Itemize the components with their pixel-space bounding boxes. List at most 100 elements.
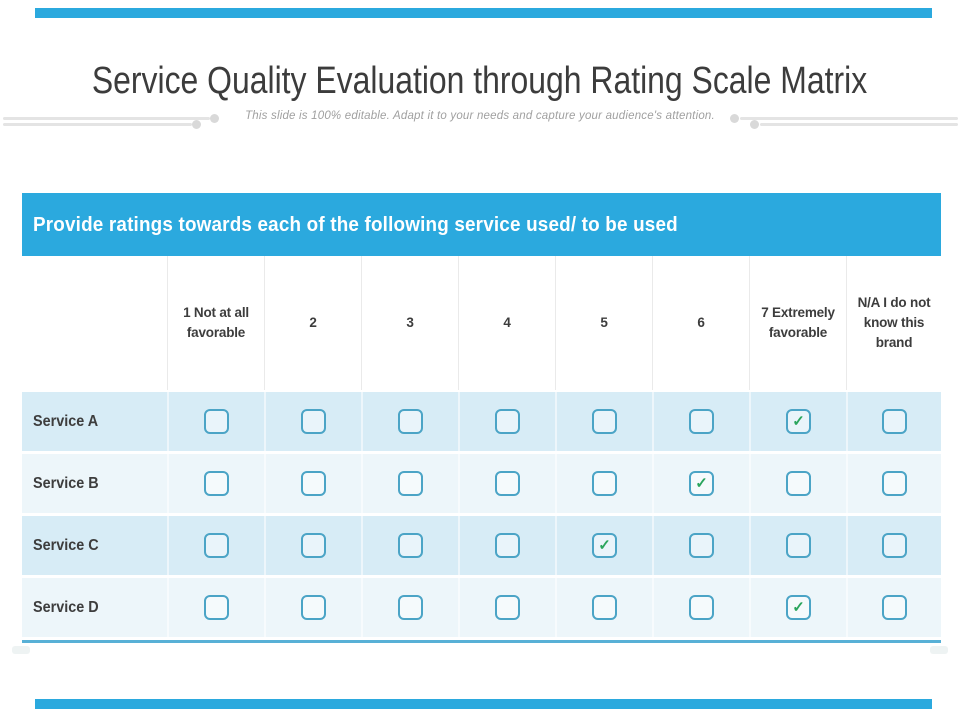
column-header: 6 [652,256,749,390]
decoration-dot [210,114,219,123]
row-label-text: Service B [33,474,99,492]
decoration-lines-right [730,113,960,129]
rating-checkbox[interactable]: ✓ [592,409,617,434]
rating-cell: ✓ [652,516,749,575]
rating-checkbox[interactable]: ✓ [689,471,714,496]
column-header: 2 [264,256,361,390]
decoration-dot [192,120,201,129]
decoration-line [3,123,192,126]
rating-checkbox[interactable]: ✓ [495,595,520,620]
rating-cell: ✓ [555,516,652,575]
rating-checkbox[interactable]: ✓ [204,595,229,620]
column-header: 5 [555,256,652,390]
row-label: Service C [22,516,167,575]
rating-checkbox[interactable]: ✓ [301,471,326,496]
decoration-dot [730,114,739,123]
table-row: Service B ✓ ✓ ✓ ✓ ✓ ✓ ✓ ✓ [22,454,941,513]
row-label-text: Service D [33,598,99,616]
corner-cell [22,256,167,390]
rating-cell: ✓ [458,454,555,513]
slide-subtitle: This slide is 100% editable. Adapt it to… [245,110,715,122]
page-title-wrap: Service Quality Evaluation through Ratin… [0,60,960,103]
rating-cell: ✓ [458,578,555,637]
decoration-line [760,123,958,126]
rating-cell: ✓ [555,392,652,451]
check-icon: ✓ [695,475,708,492]
rating-checkbox[interactable]: ✓ [786,409,811,434]
corner-mark-right [930,646,948,654]
rating-checkbox[interactable]: ✓ [882,471,907,496]
rating-cell: ✓ [264,454,361,513]
rating-checkbox[interactable]: ✓ [689,533,714,558]
rating-cell: ✓ [167,392,264,451]
rating-cell: ✓ [749,392,846,451]
table-row: Service C ✓ ✓ ✓ ✓ ✓ ✓ ✓ ✓ [22,516,941,575]
rating-checkbox[interactable]: ✓ [301,533,326,558]
rating-cell: ✓ [846,454,941,513]
rating-checkbox[interactable]: ✓ [301,409,326,434]
rating-checkbox[interactable]: ✓ [882,533,907,558]
rating-checkbox[interactable]: ✓ [495,533,520,558]
top-accent-bar [35,8,932,18]
table-body: Service A✓✓✓✓✓✓✓✓Service B✓✓✓✓✓✓✓✓Servic… [22,390,941,637]
rating-cell: ✓ [361,516,458,575]
rating-checkbox[interactable]: ✓ [592,471,617,496]
rating-checkbox[interactable]: ✓ [398,471,423,496]
rating-checkbox[interactable]: ✓ [786,595,811,620]
rating-checkbox[interactable]: ✓ [786,533,811,558]
row-label: Service B [22,454,167,513]
rating-cell: ✓ [264,578,361,637]
rating-cell: ✓ [167,578,264,637]
row-label: Service A [22,392,167,451]
rating-checkbox[interactable]: ✓ [204,533,229,558]
rating-cell: ✓ [749,454,846,513]
rating-cell: ✓ [458,516,555,575]
decoration-lines-left [0,113,230,129]
rating-cell: ✓ [652,578,749,637]
rating-cell: ✓ [749,578,846,637]
rating-checkbox[interactable]: ✓ [204,471,229,496]
check-icon: ✓ [792,599,805,616]
check-icon: ✓ [598,537,611,554]
rating-cell: ✓ [652,454,749,513]
rating-cell: ✓ [361,578,458,637]
check-icon: ✓ [792,413,805,430]
rating-cell: ✓ [846,392,941,451]
rating-cell: ✓ [846,578,941,637]
table-banner: Provide ratings towards each of the foll… [22,193,941,256]
row-label: Service D [22,578,167,637]
rating-checkbox[interactable]: ✓ [495,471,520,496]
rating-checkbox[interactable]: ✓ [592,533,617,558]
rating-checkbox[interactable]: ✓ [689,409,714,434]
bottom-accent-bar [35,699,932,709]
table-row: Service D ✓ ✓ ✓ ✓ ✓ ✓ ✓ ✓ [22,578,941,637]
rating-checkbox[interactable]: ✓ [495,409,520,434]
rating-cell: ✓ [167,516,264,575]
rating-cell: ✓ [361,454,458,513]
page-title: Service Quality Evaluation through Ratin… [92,60,868,102]
rating-cell: ✓ [652,392,749,451]
column-header: 3 [361,256,458,390]
column-header: 4 [458,256,555,390]
decoration-dot [750,120,759,129]
decoration-line [3,117,210,120]
rating-checkbox[interactable]: ✓ [398,533,423,558]
ratings-table: Provide ratings towards each of the foll… [22,193,941,643]
rating-cell: ✓ [361,392,458,451]
rating-checkbox[interactable]: ✓ [398,409,423,434]
column-header: 1 Not at all favorable [167,256,264,390]
rating-checkbox[interactable]: ✓ [301,595,326,620]
table-bottom-border [22,640,941,643]
rating-cell: ✓ [264,516,361,575]
rating-checkbox[interactable]: ✓ [689,595,714,620]
rating-checkbox[interactable]: ✓ [398,595,423,620]
rating-checkbox[interactable]: ✓ [592,595,617,620]
rating-checkbox[interactable]: ✓ [786,471,811,496]
rating-checkbox[interactable]: ✓ [882,595,907,620]
corner-mark-left [12,646,30,654]
rating-checkbox[interactable]: ✓ [204,409,229,434]
row-label-text: Service C [33,536,99,554]
rating-checkbox[interactable]: ✓ [882,409,907,434]
rating-cell: ✓ [167,454,264,513]
